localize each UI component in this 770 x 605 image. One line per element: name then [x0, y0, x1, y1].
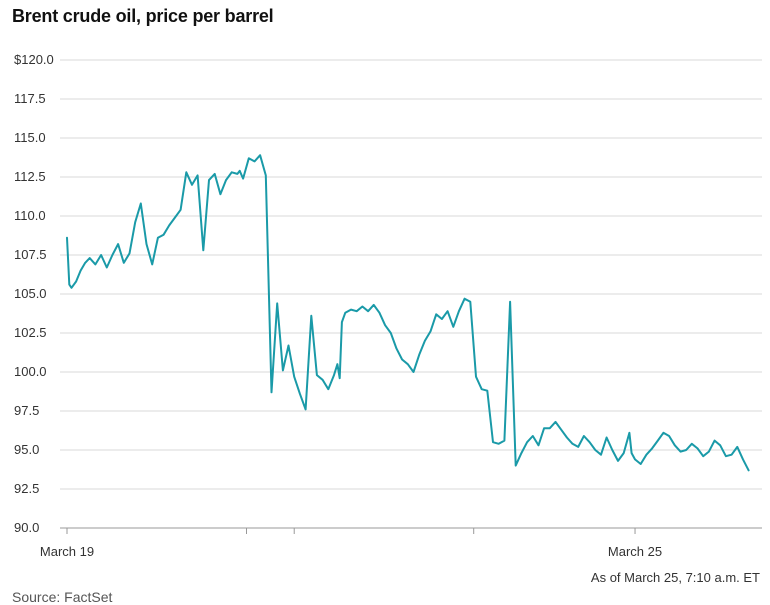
y-tick-label: 97.5 — [14, 403, 39, 418]
y-tick-label: 92.5 — [14, 481, 39, 496]
y-tick-label: 105.0 — [14, 286, 47, 301]
y-tick-label: 102.5 — [14, 325, 47, 340]
y-tick-label: 112.5 — [14, 169, 46, 184]
gridlines — [60, 59, 762, 529]
y-tick-label: 115.0 — [14, 130, 46, 145]
x-tick-label: March 19 — [40, 544, 94, 559]
x-axis: March 19 March 25 — [40, 528, 662, 559]
x-tick-label: March 25 — [608, 544, 662, 559]
chart-title: Brent crude oil, price per barrel — [12, 6, 274, 26]
y-tick-label: 107.5 — [14, 247, 47, 262]
y-tick-label: 95.0 — [14, 442, 39, 457]
series-layer — [66, 154, 750, 472]
y-axis-ticks: $120.0 117.5 115.0 112.5 110.0 107.5 105.0 102.… — [14, 52, 54, 535]
y-tick-label: 110.0 — [14, 208, 46, 223]
source-credit: Source: FactSet — [12, 589, 113, 605]
timestamp-note: As of March 25, 7:10 a.m. ET — [590, 570, 760, 585]
y-tick-label: 90.0 — [14, 520, 39, 535]
price-series-line — [66, 154, 750, 472]
y-tick-label: 117.5 — [14, 91, 46, 106]
y-tick-label: $120.0 — [14, 52, 54, 67]
y-tick-label: 100.0 — [14, 364, 47, 379]
